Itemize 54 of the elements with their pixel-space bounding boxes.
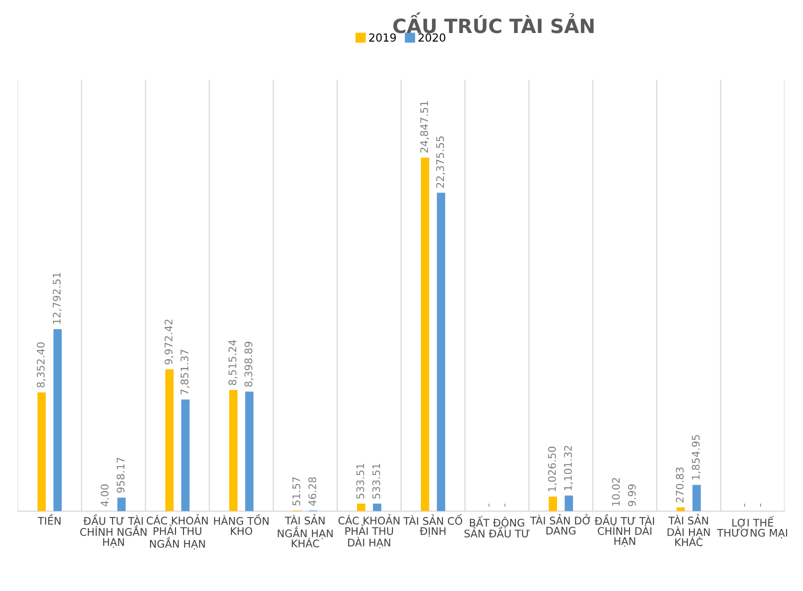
x-tick-label: BẤT ĐỘNG SẢN ĐẦU TƯ: [464, 516, 530, 538]
data-label: 9,972.42: [164, 320, 174, 364]
x-tick-label: TÀI SẢN DÀI HẠN KHÁC: [668, 514, 710, 546]
bar: [37, 392, 46, 512]
x-tick-label: TÀI SẢN DỞ DANG: [530, 514, 590, 535]
bar: [436, 192, 446, 512]
x-tick-label: ĐẦU TƯ TÀI CHÍNH DÀI HẠN: [594, 514, 654, 547]
chart-title: CẤU TRÚC TÀI SẢN: [393, 12, 594, 34]
x-tick-label: TÀI SẢN CỐ ĐỊNH: [403, 514, 462, 537]
data-label: 12,792.51: [52, 272, 62, 324]
data-label: 270.83: [676, 468, 684, 502]
data-label: 533.51: [356, 464, 364, 499]
bar: [229, 390, 238, 512]
data-label: 22,375.55: [436, 136, 446, 188]
bar: [420, 158, 430, 512]
x-tick-label: CÁC KHOẢN PHẢI THU NGẮN HẠN: [146, 514, 208, 550]
data-label: -: [744, 504, 746, 506]
x-tick-label: TIỀN: [38, 514, 60, 525]
data-label: 9.99: [628, 484, 636, 506]
data-label: 24,847.51: [420, 101, 430, 153]
bar: [357, 504, 366, 512]
bar: [245, 392, 254, 512]
bar: [564, 496, 574, 512]
data-label: 8,515.24: [228, 340, 238, 386]
bar: [117, 498, 126, 512]
data-label: -: [760, 504, 762, 506]
data-label: 1,101.32: [564, 446, 573, 490]
data-label: 8,398.89: [244, 342, 254, 387]
bar: [692, 484, 701, 512]
bar: [548, 496, 558, 512]
data-label: 1,026.50: [548, 446, 557, 492]
bar: [53, 329, 62, 512]
data-label: 1,854.95: [692, 435, 701, 480]
bar: [676, 507, 685, 512]
x-tick-label: TÀI SẢN NGẮN HẠN KHÁC: [278, 514, 333, 548]
data-label: 4.00: [100, 484, 109, 506]
data-label: 10.02: [612, 478, 620, 506]
bar: [165, 369, 174, 512]
x-tick-label: LỢI THẾ THƯƠNG MẠI: [717, 516, 788, 538]
bar: [372, 504, 382, 512]
data-label: 8,352.40: [36, 342, 46, 388]
data-label: -: [488, 504, 490, 506]
data-label: 533.51: [372, 464, 380, 499]
data-label: 958.17: [116, 458, 125, 493]
data-label: 46.28: [308, 477, 316, 506]
legend-label: 2020: [418, 33, 446, 42]
data-label: 7,851.37: [180, 350, 190, 394]
x-tick-label: ĐẦU TƯ TÀI CHÍNH NGẮN HẠN: [80, 514, 146, 548]
data-label: 51.57: [292, 477, 300, 506]
x-tick-label: CÁC KHOẢN PHẢI THU DÀI HẠN: [338, 514, 400, 548]
bar: [181, 399, 190, 512]
x-tick-label: HÀNG TỒN KHO: [214, 514, 269, 535]
data-label: -: [504, 504, 506, 506]
legend-label: 2019: [369, 33, 396, 42]
